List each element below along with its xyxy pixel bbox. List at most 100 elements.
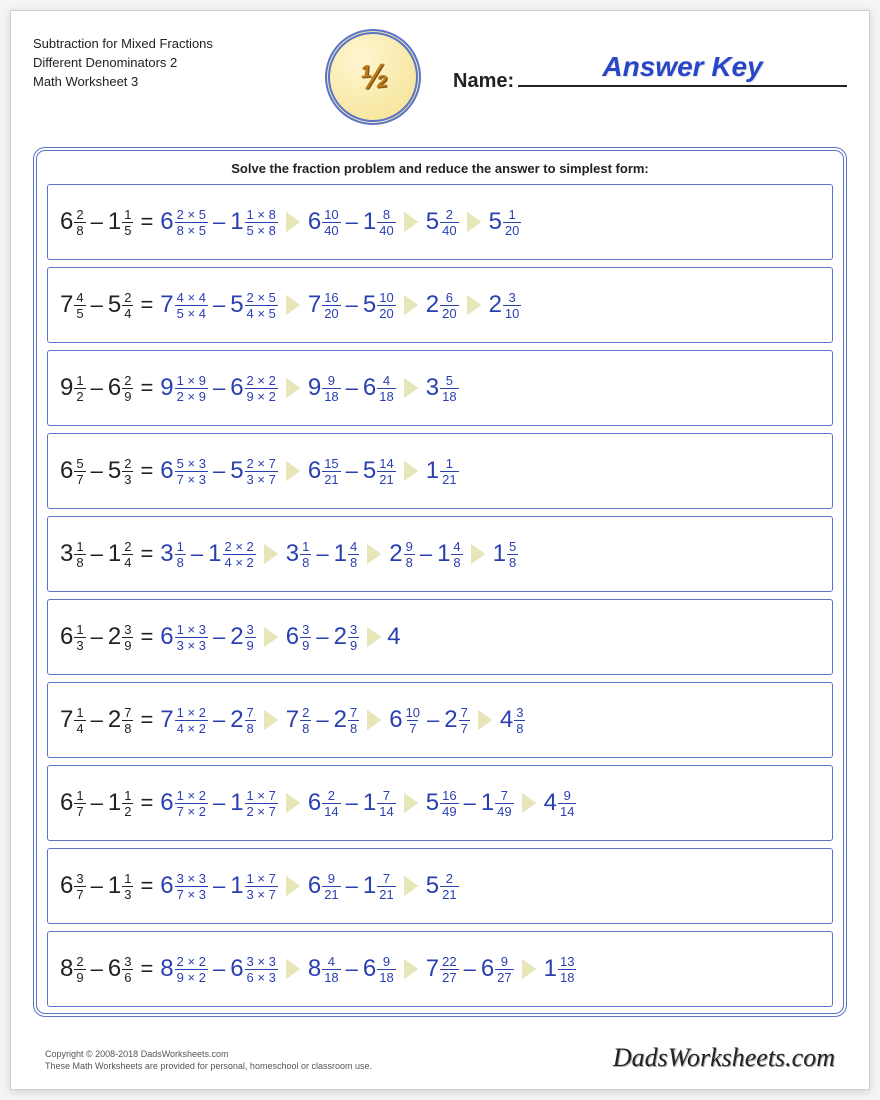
numerator: 9 bbox=[326, 872, 337, 886]
step-arrow-icon bbox=[467, 212, 481, 232]
denominator: 14 bbox=[322, 803, 340, 818]
fraction-part: 840 bbox=[377, 208, 395, 237]
problem-expression: 714–278 bbox=[58, 706, 135, 735]
step-arrow-icon bbox=[264, 627, 278, 647]
numerator: 9 bbox=[404, 540, 415, 554]
minus-sign: – bbox=[316, 707, 328, 733]
mixed-fraction: 52 × 54 × 5 bbox=[230, 291, 278, 320]
numerator: 16 bbox=[322, 291, 340, 305]
fraction-part: 23 bbox=[122, 457, 133, 486]
mixed-fraction: 5221 bbox=[426, 872, 459, 901]
numerator: 2 bbox=[122, 291, 133, 305]
fraction-part: 37 bbox=[74, 872, 85, 901]
mixed-fraction: 11 × 73 × 7 bbox=[230, 872, 278, 901]
numerator: 7 bbox=[122, 706, 133, 720]
numerator: 1 × 3 bbox=[175, 623, 208, 637]
minus-sign: – bbox=[213, 624, 225, 650]
whole-part: 5 bbox=[426, 208, 439, 236]
denominator: 40 bbox=[322, 222, 340, 237]
denominator: 7 × 2 bbox=[175, 803, 208, 818]
denominator: 8 bbox=[74, 222, 85, 237]
mixed-fraction: 82 × 29 × 2 bbox=[160, 955, 208, 984]
fraction-part: 1020 bbox=[377, 291, 395, 320]
numerator: 1 bbox=[74, 374, 85, 388]
fraction-part: 1 × 33 × 3 bbox=[175, 623, 208, 652]
denominator: 18 bbox=[322, 969, 340, 984]
name-field: Name: Answer Key bbox=[433, 29, 847, 93]
fraction-part: 2 × 58 × 5 bbox=[175, 208, 208, 237]
minus-sign: – bbox=[213, 458, 225, 484]
equals-sign: = bbox=[140, 375, 153, 401]
whole-part: 7 bbox=[160, 291, 173, 319]
answer-steps: 63 × 37 × 3–11 × 73 × 76921–17215221 bbox=[158, 872, 460, 901]
step-arrow-icon bbox=[404, 295, 418, 315]
whole-part: 2 bbox=[230, 706, 243, 734]
minus-sign: – bbox=[316, 624, 328, 650]
denominator: 8 bbox=[404, 554, 415, 569]
denominator: 18 bbox=[322, 388, 340, 403]
numerator: 1 bbox=[74, 540, 85, 554]
equals-sign: = bbox=[140, 956, 153, 982]
numerator: 1 bbox=[507, 208, 518, 222]
step-arrow-icon bbox=[404, 793, 418, 813]
numerator: 8 bbox=[381, 208, 392, 222]
answer-steps: 61 × 27 × 2–11 × 72 × 76214–171451649–17… bbox=[158, 789, 578, 818]
whole-part: 6 bbox=[160, 872, 173, 900]
minus-sign: – bbox=[316, 541, 328, 567]
whole-part: 6 bbox=[308, 789, 321, 817]
mixed-fraction: 524 bbox=[108, 291, 134, 320]
whole-part: 6 bbox=[108, 955, 121, 983]
denominator: 21 bbox=[377, 471, 395, 486]
problem-row: 829–636=82 × 29 × 2–63 × 36 × 38418–6918… bbox=[47, 931, 833, 1007]
whole-part: 1 bbox=[363, 789, 376, 817]
minus-sign: – bbox=[464, 790, 476, 816]
step-arrow-icon bbox=[471, 544, 485, 564]
mixed-fraction: 61 × 33 × 3 bbox=[160, 623, 208, 652]
minus-sign: – bbox=[191, 541, 203, 567]
numerator: 16 bbox=[440, 789, 458, 803]
whole-part: 5 bbox=[108, 457, 121, 485]
denominator: 21 bbox=[377, 886, 395, 901]
fraction-part: 1620 bbox=[322, 291, 340, 320]
denominator: 21 bbox=[322, 886, 340, 901]
answer-steps: 318–12 × 24 × 2318–148298–148158 bbox=[158, 540, 520, 569]
mixed-fraction: 61 × 27 × 2 bbox=[160, 789, 208, 818]
fraction-part: 18 bbox=[300, 540, 311, 569]
whole-part: 2 bbox=[334, 706, 347, 734]
mixed-fraction: 613 bbox=[60, 623, 86, 652]
numerator: 7 bbox=[459, 706, 470, 720]
fraction-part: 17 bbox=[74, 789, 85, 818]
whole-part: 6 bbox=[60, 789, 73, 817]
numerator: 7 bbox=[381, 789, 392, 803]
numerator: 10 bbox=[404, 706, 422, 720]
denominator: 9 × 2 bbox=[175, 969, 208, 984]
fraction-part: 39 bbox=[348, 623, 359, 652]
whole-part: 8 bbox=[308, 955, 321, 983]
mixed-fraction: 239 bbox=[230, 623, 256, 652]
minus-sign: – bbox=[213, 707, 225, 733]
denominator: 7 bbox=[407, 720, 418, 735]
numerator: 2 bbox=[300, 706, 311, 720]
fraction-part: 121 bbox=[440, 457, 458, 486]
numerator: 9 bbox=[499, 955, 510, 969]
numerator: 2 bbox=[74, 208, 85, 222]
mixed-fraction: 1121 bbox=[426, 457, 459, 486]
denominator: 5 bbox=[74, 305, 85, 320]
fraction-part: 1649 bbox=[440, 789, 458, 818]
denominator: 4 bbox=[74, 720, 85, 735]
denominator: 6 × 3 bbox=[245, 969, 278, 984]
name-label: Name: bbox=[453, 70, 514, 93]
fraction-part: 78 bbox=[245, 706, 256, 735]
problem-expression: 613–239 bbox=[58, 623, 135, 652]
mixed-fraction: 1714 bbox=[363, 789, 396, 818]
denominator: 7 × 3 bbox=[175, 471, 208, 486]
mixed-fraction: 72227 bbox=[426, 955, 459, 984]
mixed-fraction: 71 × 24 × 2 bbox=[160, 706, 208, 735]
numerator: 1 bbox=[74, 706, 85, 720]
whole-part: 1 bbox=[108, 208, 121, 236]
footer-note: These Math Worksheets are provided for p… bbox=[45, 1060, 372, 1073]
fraction-part: 28 bbox=[300, 706, 311, 735]
mixed-fraction: 278 bbox=[108, 706, 134, 735]
fraction-part: 1 × 72 × 7 bbox=[245, 789, 278, 818]
instruction: Solve the fraction problem and reduce th… bbox=[47, 161, 833, 176]
